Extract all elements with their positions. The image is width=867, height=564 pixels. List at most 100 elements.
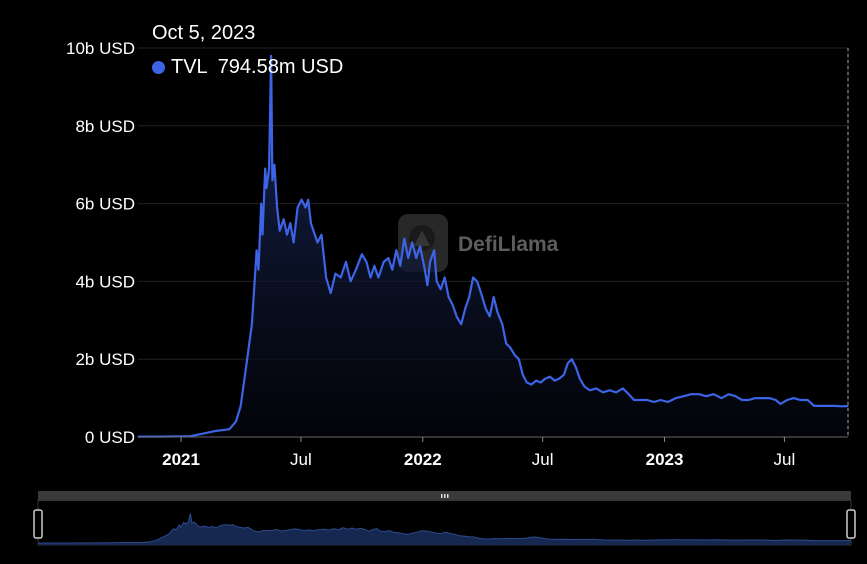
data-point <box>493 296 495 298</box>
x-tick-label: 2021 <box>162 450 200 469</box>
series-area-tvl <box>138 55 848 438</box>
data-point <box>387 257 389 259</box>
data-point <box>448 296 450 298</box>
data-point <box>768 397 770 399</box>
data-point <box>653 401 655 403</box>
data-point <box>403 238 405 240</box>
data-point <box>761 397 763 399</box>
data-point <box>307 199 309 201</box>
data-point <box>813 405 815 407</box>
navigator-handle-right[interactable] <box>846 509 856 539</box>
data-point <box>799 399 801 401</box>
data-point <box>544 378 546 380</box>
tooltip-value: 794.58m USD <box>217 56 344 78</box>
data-point <box>476 280 478 282</box>
data-point <box>526 381 528 384</box>
data-point <box>779 403 782 405</box>
range-navigator[interactable] <box>33 491 856 546</box>
data-point <box>201 433 203 435</box>
data-point <box>589 389 591 391</box>
data-point <box>775 399 777 401</box>
data-point <box>433 249 435 251</box>
data-point <box>325 276 327 279</box>
data-point <box>456 315 458 317</box>
data-point <box>514 354 516 356</box>
data-point <box>369 276 372 279</box>
tooltip-date: Oct 5, 2023 <box>152 22 256 44</box>
x-tick-label: Jul <box>774 450 796 469</box>
data-point <box>240 405 242 407</box>
data-point <box>355 269 357 271</box>
data-point <box>429 261 431 263</box>
data-point <box>276 206 278 209</box>
data-point <box>748 399 750 401</box>
data-point <box>373 265 375 267</box>
data-point <box>640 399 642 401</box>
data-point <box>395 249 397 251</box>
data-point <box>675 397 677 399</box>
x-tick-label: 2023 <box>646 450 684 469</box>
data-point <box>444 276 446 279</box>
data-point <box>257 269 260 271</box>
data-point <box>540 381 542 384</box>
data-point <box>235 420 237 422</box>
navigator-area <box>38 513 851 545</box>
data-point <box>297 206 299 209</box>
tooltip-series-name: TVL <box>171 56 208 78</box>
x-tick-label: Jul <box>532 450 554 469</box>
navigator-line <box>38 513 851 544</box>
data-point <box>213 430 215 432</box>
data-point <box>567 362 569 364</box>
navigator-handle-left[interactable] <box>33 509 43 539</box>
data-point <box>595 387 597 389</box>
data-point <box>399 265 401 267</box>
x-tick-label: Jul <box>290 450 312 469</box>
data-point <box>264 168 266 170</box>
grip-bar <box>447 494 449 498</box>
tooltip-row: TVL 794.58m USD <box>152 56 343 79</box>
data-point <box>720 397 723 399</box>
data-point <box>316 241 319 244</box>
data-point <box>847 405 849 407</box>
series-layer <box>137 54 849 438</box>
data-point <box>741 399 743 401</box>
data-point <box>407 257 409 259</box>
y-tick-label: 8b USD <box>75 117 135 136</box>
data-point <box>391 269 393 271</box>
data-point <box>228 428 230 430</box>
data-point <box>571 358 573 360</box>
data-point <box>286 234 288 236</box>
x-tick-label: 2022 <box>404 450 442 469</box>
data-point <box>683 395 685 397</box>
data-point <box>251 323 253 325</box>
data-point <box>365 261 368 263</box>
data-point <box>377 276 379 279</box>
data-point <box>268 168 270 170</box>
data-point <box>256 249 258 251</box>
data-point <box>530 383 533 386</box>
data-point <box>270 55 272 57</box>
data-point <box>609 389 611 391</box>
data-point <box>522 374 524 376</box>
data-point <box>305 206 307 209</box>
data-point <box>460 323 462 325</box>
data-point <box>436 280 438 282</box>
data-point <box>330 292 332 294</box>
data-point <box>549 376 551 378</box>
data-point <box>705 395 707 397</box>
data-point <box>361 253 363 255</box>
data-point <box>807 399 809 401</box>
data-point <box>345 261 347 263</box>
data-point <box>690 393 692 395</box>
data-point <box>440 288 442 290</box>
data-point <box>312 230 315 232</box>
data-point <box>289 222 291 224</box>
data-point <box>464 308 466 310</box>
data-point <box>579 378 581 380</box>
data-point <box>246 362 248 364</box>
scrollbar-grip-icon[interactable] <box>441 494 449 498</box>
data-point <box>261 234 264 236</box>
data-point <box>260 203 262 205</box>
